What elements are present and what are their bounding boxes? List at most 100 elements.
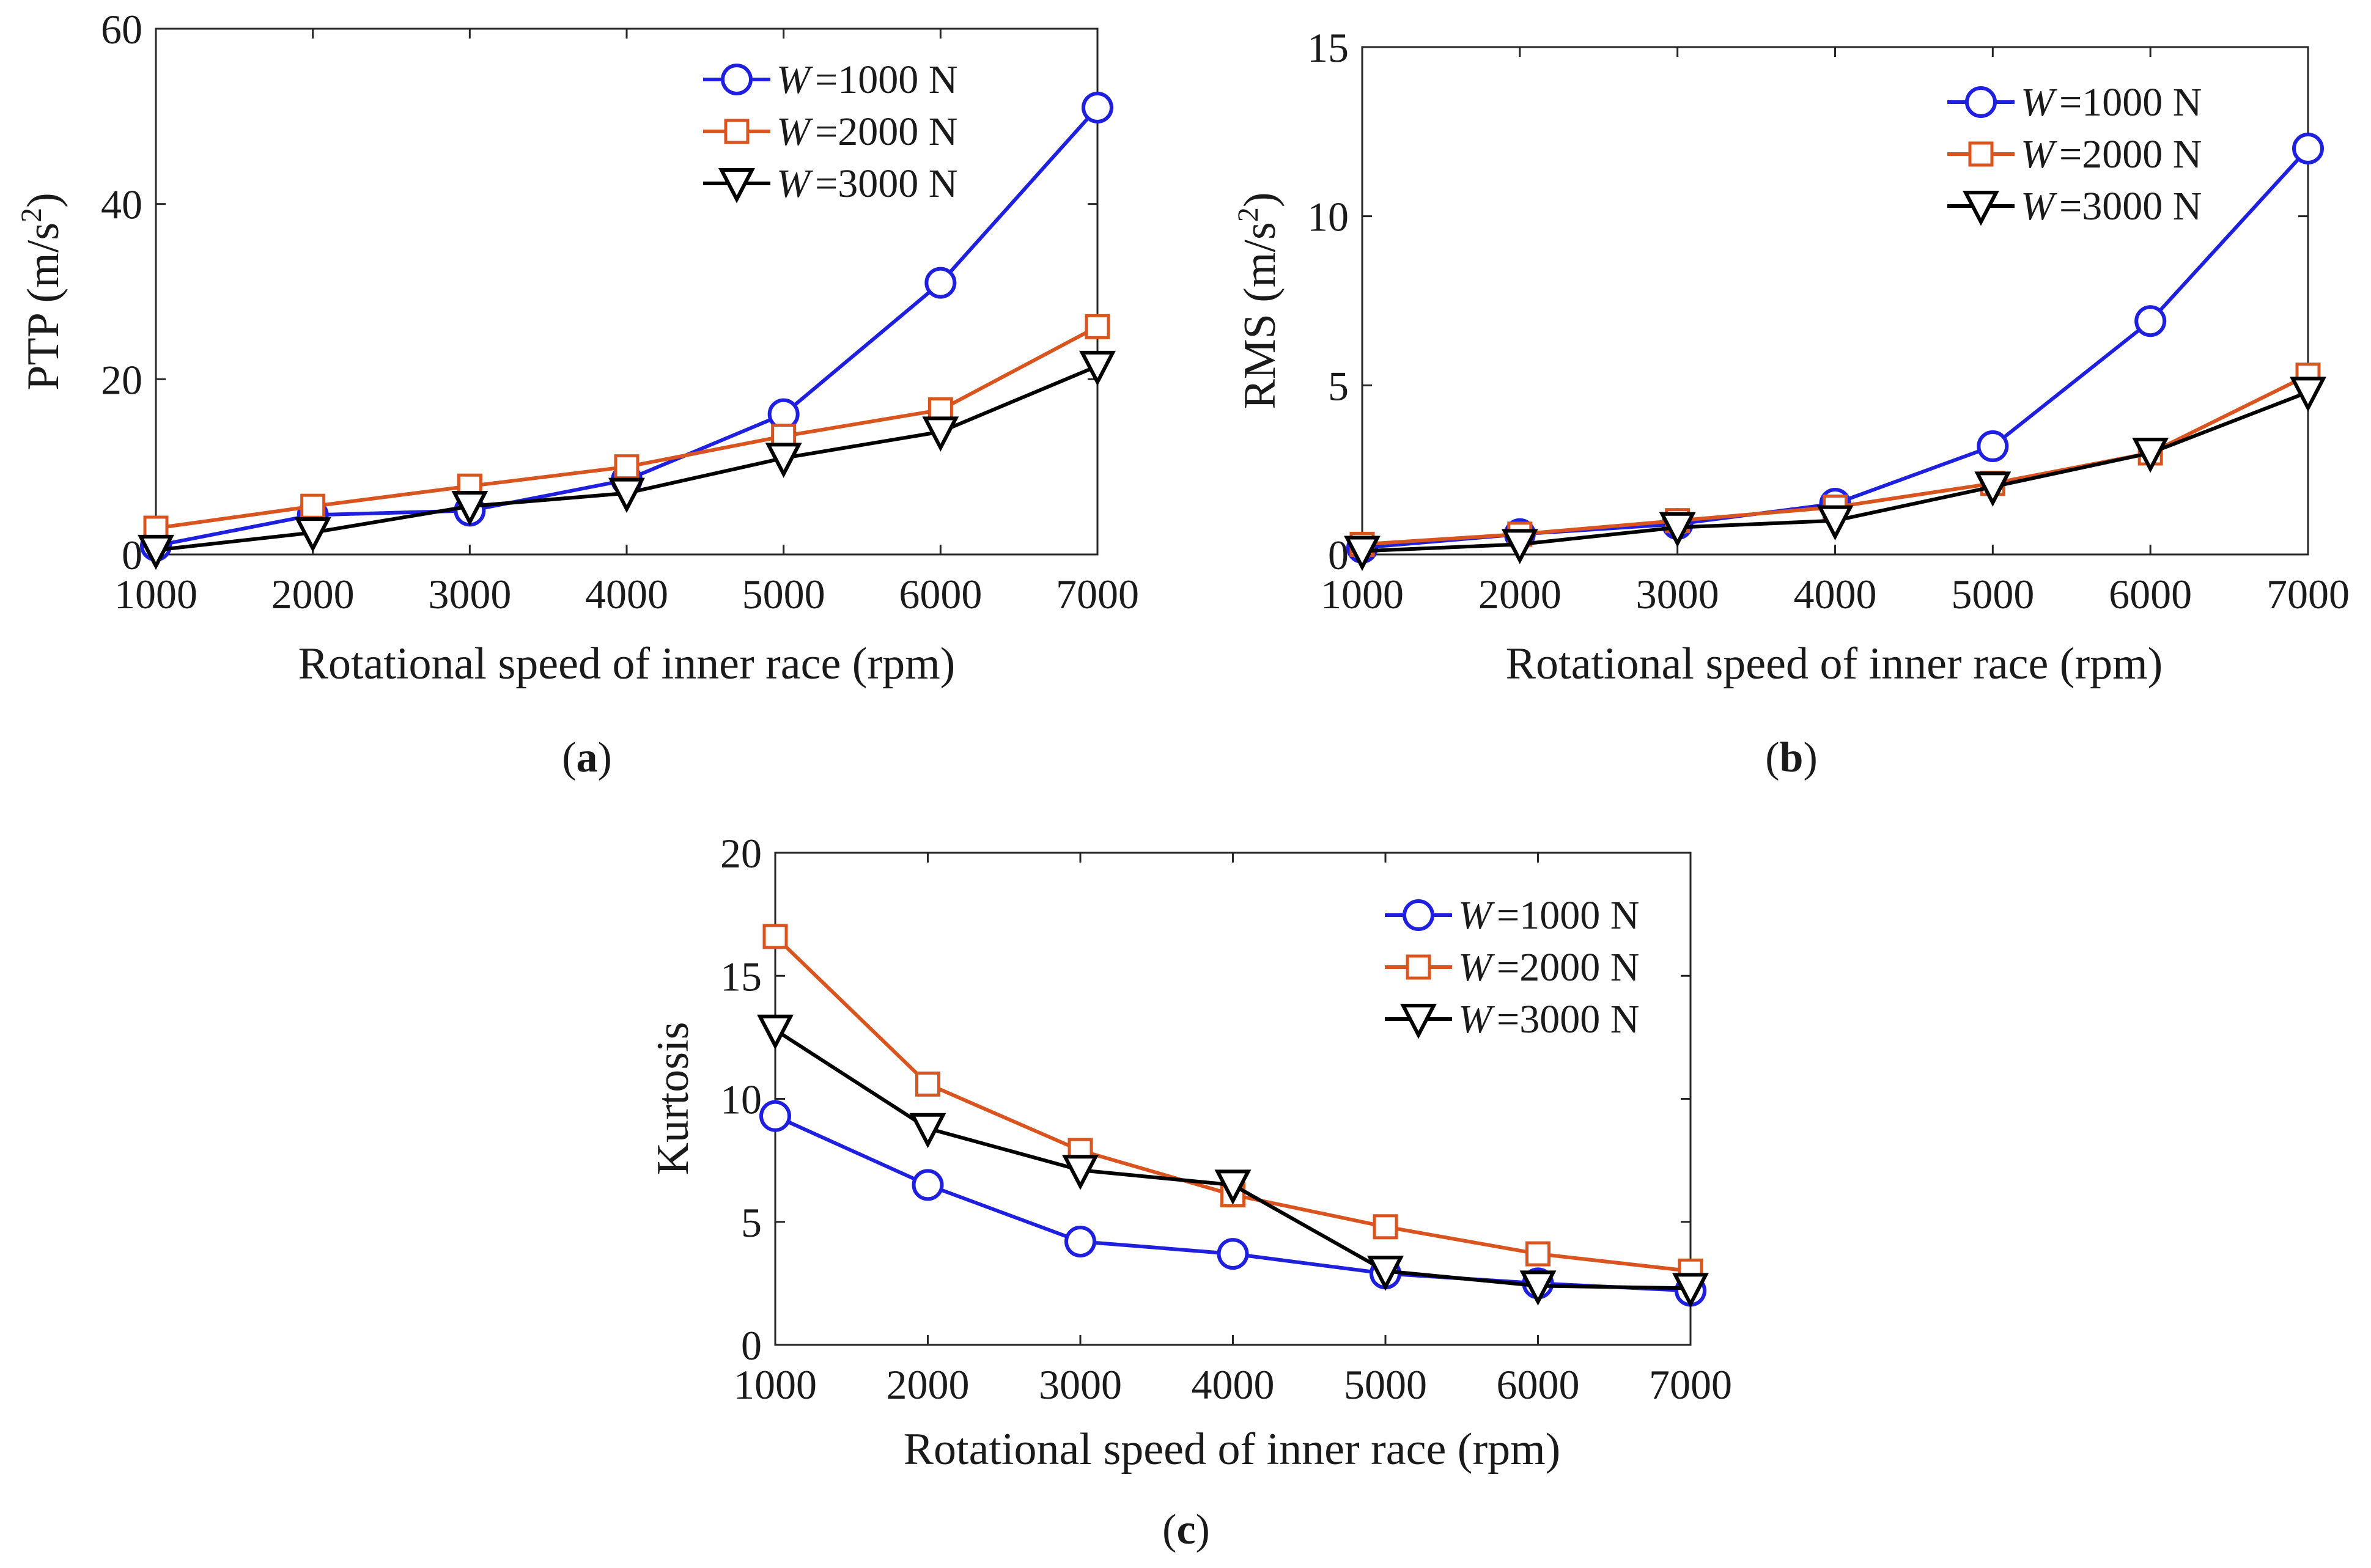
series-layer-c [757, 924, 1709, 1308]
legend-marker-a-0 [721, 64, 753, 95]
x-axis-label-b: Rotational speed of inner race (rpm) [1506, 639, 2163, 689]
data-point-c-2-1 [909, 1113, 946, 1149]
legend-marker-a-1 [724, 119, 750, 144]
y-tick-label-a-3: 60 [101, 6, 142, 53]
legend-marker-c-2 [1400, 1004, 1437, 1039]
legend-item-c-2: W =3000 N [1385, 997, 1639, 1042]
y-tick-label-c-4: 20 [720, 830, 762, 877]
y-tick-labels-b: 0 5 10 15 [1307, 24, 1349, 578]
legend-a: W =1000 NW =2000 NW =3000 N [703, 57, 957, 206]
data-point-c-1-5 [1525, 1241, 1551, 1267]
y-tick-label-c-2: 10 [720, 1077, 762, 1123]
y-tick-labels-a: 0 20 40 60 [101, 6, 142, 578]
x-tick-label-a-6: 7000 [1056, 571, 1139, 617]
data-point-a-2-4 [765, 443, 802, 478]
legend-label-a-1: W =2000 N [776, 109, 957, 154]
x-tick-labels-c: 1000 2000 3000 4000 5000 6000 7000 [734, 1361, 1732, 1408]
legend-item-a-2: W =3000 N [703, 161, 957, 206]
data-point-c-0-1 [912, 1169, 944, 1201]
series-layer-b [1344, 133, 2326, 571]
data-point-b-2-5 [2132, 438, 2169, 473]
legend-item-b-1: W =2000 N [1947, 132, 2202, 177]
x-axis-label-c: Rotational speed of inner race (rpm) [904, 1424, 1561, 1474]
y-tick-label-a-1: 20 [101, 356, 142, 403]
legend-value-c-1: =2000 N [1497, 945, 1639, 990]
y-tick-label-b-0: 0 [1328, 532, 1349, 578]
x-tick-label-b-0: 1000 [1321, 571, 1404, 617]
legend-value-a-2: =3000 N [815, 161, 957, 206]
x-tick-label-a-3: 4000 [585, 571, 668, 617]
data-point-b-2-6 [2290, 377, 2326, 412]
legend-item-c-0: W =1000 N [1385, 893, 1639, 938]
legend-b: W =1000 N W =2000 N W =3000 N [1947, 80, 2202, 229]
data-point-c-2-3 [1214, 1169, 1252, 1205]
data-point-c-1-1 [915, 1071, 940, 1097]
data-point-b-2-3 [1816, 505, 1854, 541]
y-axis-label-b: RMS (m/s2) [1232, 192, 1285, 409]
panel-caption-letter-a: a [577, 734, 598, 781]
legend-symbol-a-2: W [776, 161, 813, 206]
legend-value-c-0: =1000 N [1497, 893, 1639, 938]
x-tick-labels-b: 1000 2000 3000 4000 5000 6000 7000 [1321, 571, 2350, 617]
tick-marks-c [774, 852, 1692, 1346]
y-axis-label-text-a: PTP (m/s [18, 223, 68, 391]
legend-marker-b-2 [1963, 191, 1999, 226]
legend-marker-c-1 [1406, 954, 1431, 980]
legend-marker-c-0 [1403, 899, 1434, 931]
legend-marker-a-2 [718, 168, 755, 204]
x-tick-label-c-0: 1000 [734, 1361, 817, 1408]
data-point-c-1-4 [1373, 1214, 1398, 1240]
y-tick-labels-c: 0 5 10 15 20 [720, 830, 762, 1369]
legend-label-a-2: W =3000 N [776, 161, 957, 206]
x-tick-label-b-6: 7000 [2266, 571, 2350, 617]
legend-symbol-a-1: W [776, 109, 813, 154]
x-tick-label-b-5: 6000 [2109, 571, 2192, 617]
y-tick-label-b-3: 15 [1307, 24, 1349, 71]
x-tick-label-c-6: 7000 [1649, 1361, 1732, 1408]
legend-label-c-0: W =1000 N [1458, 893, 1639, 938]
legend-value-b-0: =1000 N [2059, 80, 2202, 125]
x-tick-label-a-0: 1000 [114, 571, 197, 617]
y-tick-label-b-1: 5 [1328, 363, 1349, 409]
y-tick-label-c-3: 15 [720, 953, 762, 999]
y-axis-label-text-b: RMS (m/s [1235, 222, 1285, 409]
y-tick-label-a-2: 40 [101, 182, 142, 228]
panel-caption-letter-c: c [1176, 1506, 1195, 1553]
y-tick-label-b-2: 10 [1307, 194, 1349, 240]
legend-symbol-c-0: W [1458, 893, 1495, 938]
legend-label-a-0: W =1000 N [776, 57, 957, 102]
y-axis-label-superscript-a: 2 [15, 208, 48, 223]
legend-item-c-1: W =2000 N [1385, 945, 1639, 990]
data-point-c-0-0 [759, 1100, 791, 1132]
tick-marks-a [155, 28, 1099, 556]
legend-item-a-1: W =2000 N [703, 109, 957, 154]
x-tick-label-a-4: 5000 [742, 571, 825, 617]
data-point-c-2-2 [1062, 1155, 1099, 1190]
data-point-a-2-5 [922, 416, 959, 452]
legend-label-c-1: W =2000 N [1458, 945, 1639, 990]
x-tick-label-a-2: 3000 [428, 571, 511, 617]
x-tick-label-b-3: 4000 [1794, 571, 1877, 617]
legend-value-b-2: =3000 N [2059, 184, 2202, 229]
series-layer-a [138, 92, 1116, 570]
legend-value-c-2: =3000 N [1497, 997, 1639, 1042]
legend-c: W =1000 NW =2000 NW =3000 N [1385, 893, 1639, 1042]
data-point-c-2-6 [1672, 1273, 1709, 1308]
data-point-a-2-0 [138, 534, 174, 570]
y-axis-label-a: PTP (m/s2) [15, 193, 68, 390]
panel-caption-letter-b: b [1780, 734, 1804, 781]
data-point-c-2-4 [1367, 1256, 1404, 1291]
data-point-a-0-6 [1082, 92, 1113, 123]
legend-marker-b-0 [1965, 86, 1997, 118]
data-point-c-0-3 [1217, 1238, 1249, 1270]
y-axis-label-superscript-b: 2 [1232, 207, 1264, 222]
data-point-b-0-5 [2134, 305, 2167, 337]
legend-label-b-0: W =1000 N [2021, 80, 2202, 125]
data-point-c-2-0 [757, 1014, 794, 1050]
x-tick-label-b-1: 2000 [1478, 571, 1562, 617]
legend-item-b-2: W =3000 N [1947, 184, 2202, 229]
panel-caption-a: (a) [562, 734, 612, 781]
legend-value-b-1: =2000 N [2059, 132, 2202, 177]
legend-marker-b-1 [1968, 141, 1994, 167]
data-point-c-2-5 [1519, 1270, 1557, 1306]
